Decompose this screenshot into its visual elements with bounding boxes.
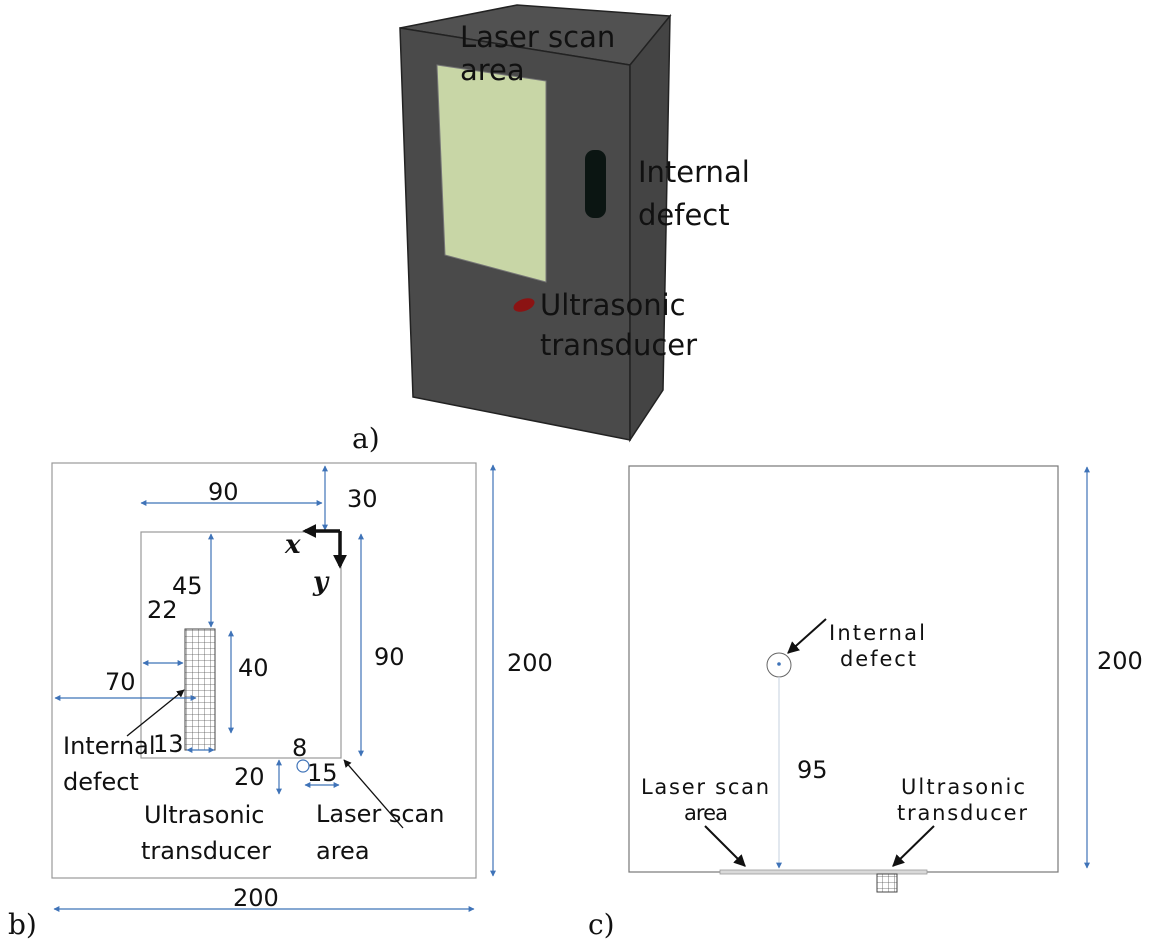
- a-laser-scan-label-2: area: [460, 53, 525, 87]
- internal-defect-3d: [585, 150, 606, 218]
- b-dim-70-label: 70: [105, 668, 136, 696]
- b-laser-scan-label-1: Laser scan: [316, 800, 444, 828]
- b-axis-x-label: x: [284, 530, 301, 560]
- b-dim-20-label: 20: [234, 763, 265, 791]
- b-laser-scan-leader: [343, 759, 404, 829]
- c-dim-95-label: 95: [797, 756, 828, 784]
- c-ultrasonic-label-1: Ultrasonic: [901, 775, 1025, 799]
- c-ultrasonic-transducer: [876, 873, 898, 893]
- c-drawing: [628, 465, 1090, 893]
- c-laser-scan-label-1: Laser scan: [641, 775, 769, 799]
- laser-scan-area-3d: [436, 64, 547, 283]
- b-internal-defect-leader: [126, 689, 185, 737]
- c-laser-scan-label-2: area: [684, 801, 728, 825]
- b-axis-y-label: y: [312, 567, 330, 597]
- b-dim-30-label: 30: [347, 485, 378, 513]
- b-dim-200-bottom-label: 200: [233, 884, 279, 912]
- b-dim-90-top-label: 90: [208, 478, 239, 506]
- b-laser-scan-label-2: area: [316, 837, 370, 865]
- b-dim-8-label: 8: [292, 734, 307, 762]
- b-scan-area-outline: [140, 531, 342, 759]
- b-internal-defect: [184, 628, 216, 751]
- b-internal-defect-label-1: Internal: [63, 732, 156, 760]
- a-ultrasonic-label-2: transducer: [540, 328, 697, 362]
- panel-label-c: c): [588, 908, 615, 941]
- b-ultrasonic-label-2: transducer: [141, 837, 271, 865]
- c-internal-defect-label-1: Internal: [829, 621, 925, 645]
- b-dim-200-right-label: 200: [507, 649, 553, 677]
- c-internal-defect-label-2: defect: [840, 647, 916, 671]
- a-internal-defect-label-2: defect: [638, 198, 730, 232]
- c-laser-scan-leader: [704, 825, 746, 867]
- c-ultrasonic-label-2: transducer: [897, 801, 1027, 825]
- b-dim-13-label: 13: [153, 730, 184, 758]
- b-ultrasonic-transducer: [296, 759, 310, 773]
- panel-label-b: b): [8, 908, 37, 941]
- b-drawing: [51, 462, 496, 912]
- b-ultrasonic-label-1: Ultrasonic: [144, 801, 264, 829]
- cube-side-face: [629, 13, 671, 443]
- b-dim-90-right-label: 90: [374, 643, 405, 671]
- a-internal-defect-label-1: Internal: [638, 155, 750, 189]
- panel-label-a: a): [352, 422, 380, 455]
- c-laser-scan-strip: [719, 869, 928, 875]
- c-ultrasonic-leader: [892, 825, 935, 867]
- c-internal-defect-leader: [787, 618, 827, 654]
- a-ultrasonic-label-1: Ultrasonic: [540, 288, 686, 322]
- a-laser-scan-label-1: Laser scan: [460, 20, 615, 54]
- cube-3d: [399, 4, 672, 443]
- ultrasonic-transducer-3d: [513, 298, 535, 312]
- b-dim-15-label: 15: [307, 759, 338, 787]
- b-internal-defect-label-2: defect: [63, 768, 139, 796]
- b-dim-22-label: 22: [147, 596, 178, 624]
- c-defect-center-dot: [777, 662, 781, 666]
- b-plate-outline: [51, 462, 477, 879]
- b-dim-45-label: 45: [172, 572, 203, 600]
- b-dim-40-label: 40: [238, 654, 269, 682]
- c-dim-200-label: 200: [1097, 647, 1143, 675]
